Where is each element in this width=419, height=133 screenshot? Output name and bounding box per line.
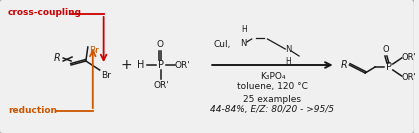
Text: OR': OR' <box>402 72 416 82</box>
Text: K₃PO₄: K₃PO₄ <box>260 72 285 81</box>
Text: P: P <box>158 60 164 70</box>
Text: OR': OR' <box>402 53 416 61</box>
Text: 44-84%, E/Z: 80/20 - >95/5: 44-84%, E/Z: 80/20 - >95/5 <box>210 105 334 114</box>
Text: O: O <box>383 45 389 54</box>
Text: reduction: reduction <box>8 106 57 115</box>
Text: Br: Br <box>89 46 99 55</box>
Text: OR': OR' <box>175 61 191 70</box>
Text: CuI,: CuI, <box>213 40 230 49</box>
Text: H: H <box>137 60 144 70</box>
Text: R: R <box>54 53 60 63</box>
Text: cross-coupling: cross-coupling <box>8 8 82 17</box>
Text: R: R <box>341 60 347 70</box>
Text: O: O <box>156 40 163 49</box>
Text: 25 examples: 25 examples <box>243 95 301 104</box>
Text: H: H <box>285 57 291 66</box>
Text: P: P <box>386 62 392 72</box>
Text: N: N <box>241 38 247 47</box>
Text: toluene, 120 °C: toluene, 120 °C <box>237 82 308 91</box>
Text: Br: Br <box>101 71 111 80</box>
Text: OR': OR' <box>153 81 169 90</box>
Text: H: H <box>241 25 247 34</box>
Text: N: N <box>285 45 291 55</box>
Text: +: + <box>121 58 132 72</box>
